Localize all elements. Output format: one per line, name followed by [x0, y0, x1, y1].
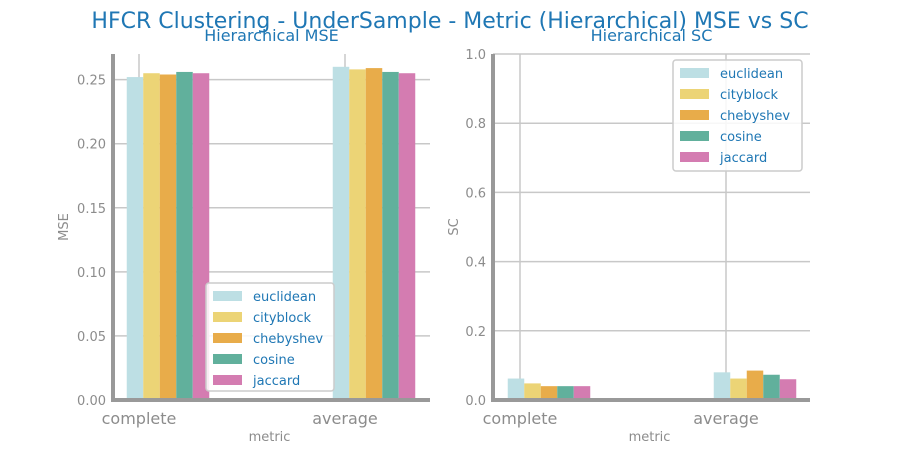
bar-cityblock-complete [524, 383, 541, 400]
legend-label-chebyshev: chebyshev [253, 332, 323, 347]
y-tick-label: 0.10 [77, 266, 106, 281]
bar-cityblock-complete [143, 73, 160, 400]
bar-chebyshev-complete [540, 386, 558, 400]
legend-frame [672, 59, 803, 172]
x-tick-label: average [693, 409, 759, 428]
bar-euclidean-complete [507, 378, 525, 400]
legend-swatch-cosine [213, 354, 242, 364]
bar-cityblock-average [730, 378, 747, 400]
legend-label-euclidean: euclidean [253, 290, 316, 305]
legend-label-cosine: cosine [720, 130, 762, 145]
bar-chebyshev-average [365, 68, 383, 400]
panel-title: Hierarchical SC [591, 26, 713, 45]
legend-swatch-jaccard [213, 375, 242, 385]
y-tick-label: 0.05 [77, 330, 106, 345]
y-tick-label: 0.00 [77, 394, 106, 409]
x-axis-label: metric [629, 430, 671, 445]
y-tick-label: 0.4 [465, 256, 486, 271]
y-tick-label: 1.0 [465, 48, 486, 63]
bar-jaccard-average [398, 73, 416, 400]
legend-label-cosine: cosine [253, 353, 295, 368]
bar-cosine-average [382, 71, 399, 401]
legend: euclidean cityblock chebyshev cosine jaccard [672, 59, 803, 172]
bar-cosine-complete [176, 71, 193, 401]
bar-chebyshev-average [746, 370, 764, 400]
legend-swatch-cosine [680, 131, 709, 141]
legend-label-jaccard: jaccard [719, 151, 767, 166]
legend: euclidean cityblock chebyshev cosine jaccard [205, 282, 335, 392]
y-tick-label: 0.8 [465, 117, 486, 132]
y-tick-label: 0.6 [465, 186, 486, 201]
y-tick-label: 0.0 [465, 394, 486, 409]
panel-sc: 0.0 0.2 0.4 0.6 0.8 1.0 complete average Hierarc… [447, 26, 810, 445]
y-tick-label: 0.15 [77, 202, 106, 217]
legend-swatch-cityblock [680, 89, 709, 99]
panel-title: Hierarchical MSE [204, 26, 339, 45]
legend-swatch-chebyshev [680, 110, 709, 120]
legend-label-cityblock: cityblock [253, 311, 312, 326]
x-tick-label: average [312, 409, 378, 428]
bar-jaccard-complete [573, 386, 591, 400]
bar-chebyshev-complete [159, 74, 177, 401]
bar-euclidean-average [332, 66, 350, 400]
panel-mse: 0.00 0.05 0.10 0.15 0.20 0.25 complete average H… [57, 26, 430, 445]
bar-cosine-average [763, 374, 780, 400]
legend-swatch-euclidean [680, 68, 709, 78]
bar-cosine-complete [557, 386, 574, 400]
bar-euclidean-average [713, 372, 731, 400]
y-tick-label: 0.20 [77, 138, 106, 153]
legend-swatch-chebyshev [213, 333, 242, 343]
legend-swatch-euclidean [213, 291, 242, 301]
legend-swatch-cityblock [213, 312, 242, 322]
y-tick-label: 0.25 [77, 74, 106, 89]
bar-euclidean-complete [126, 77, 144, 401]
y-tick-label: 0.2 [465, 325, 486, 340]
x-tick-label: complete [483, 409, 558, 428]
y-axis-label: MSE [57, 213, 72, 241]
legend-label-euclidean: euclidean [720, 67, 783, 82]
y-axis-label: SC [447, 218, 462, 235]
bar-jaccard-average [779, 379, 797, 400]
legend-label-jaccard: jaccard [252, 374, 300, 389]
x-axis-label: metric [249, 430, 291, 445]
bar-jaccard-complete [192, 73, 210, 400]
legend-label-cityblock: cityblock [720, 88, 779, 103]
figure-title: HFCR Clustering - UnderSample - Metric (… [91, 9, 808, 34]
legend-swatch-jaccard [680, 152, 709, 162]
bar-cityblock-average [349, 69, 366, 400]
legend-label-chebyshev: chebyshev [720, 109, 790, 124]
x-tick-label: complete [102, 409, 177, 428]
